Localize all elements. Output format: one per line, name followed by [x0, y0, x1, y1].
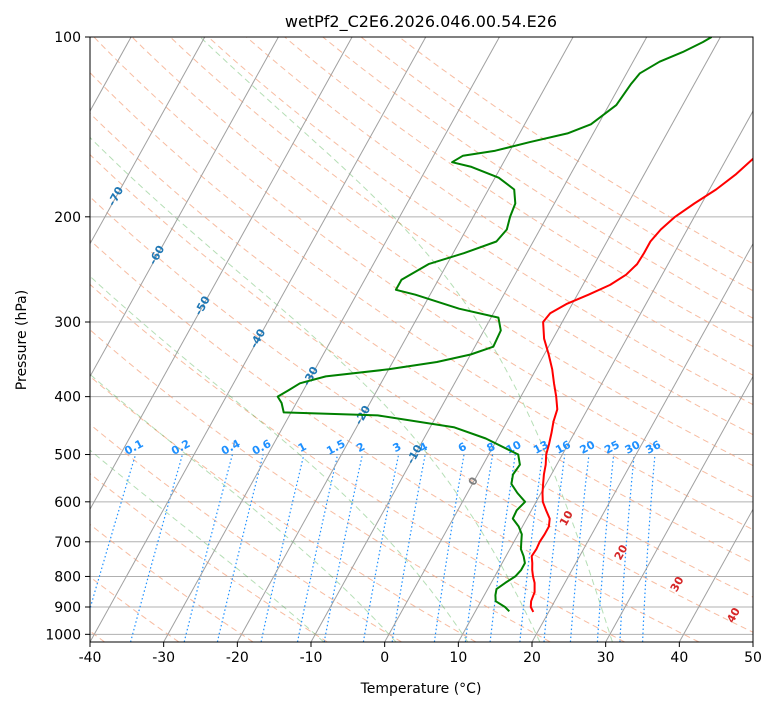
- mixing-ratio-line: [216, 454, 264, 642]
- y-tick-label: 1000: [45, 627, 81, 643]
- dry-adiabat: [90, 473, 328, 642]
- dewpoint-profile-line: [276, 37, 713, 613]
- isotherm-line: [90, 37, 427, 642]
- isotherms: [90, 37, 753, 642]
- mixing-ratio-line: [596, 454, 615, 642]
- dry-adiabats: [90, 37, 753, 642]
- isotherm-line: [163, 37, 500, 642]
- y-tick-label: 500: [54, 448, 81, 464]
- isotherm-line: [457, 110, 753, 642]
- y-tick-label: 800: [54, 569, 81, 585]
- y-axis-label: Pressure (hPa): [14, 290, 30, 390]
- dry-adiabat: [90, 283, 625, 642]
- y-tick-label: 900: [54, 600, 81, 616]
- isotherm-line: [90, 37, 279, 378]
- mixing-ratio-line: [183, 454, 233, 642]
- x-tick-label: -40: [79, 650, 102, 666]
- mixing-ratio-label: 20: [578, 438, 598, 457]
- isotherm-line: [605, 375, 753, 642]
- isotherm-line: [90, 37, 353, 511]
- moist-adiabats: [90, 37, 613, 642]
- x-tick-label: 10: [449, 650, 467, 666]
- moist-adiabat: [90, 136, 541, 642]
- mixing-ratio-label: 10: [504, 438, 524, 457]
- x-axis-label: Temperature (°C): [360, 681, 482, 697]
- x-tick-label: -20: [226, 650, 249, 666]
- axes: -40 -30 -20 -10 0 10 20 30 40 50 100 200 300 400 500 60…: [45, 30, 762, 666]
- moist-adiabat: [90, 373, 397, 642]
- mixing-ratio-label: 16: [553, 438, 573, 457]
- moist-adiabat: [90, 275, 469, 642]
- chart-title: wetPf2_C2E6.2026.046.00.54.E26: [285, 12, 557, 32]
- dry-adiabat: [207, 37, 753, 406]
- dry-adiabat: [169, 37, 753, 436]
- mixing-ratio-line: [519, 454, 544, 642]
- y-tick-label: 700: [54, 535, 81, 551]
- isotherm-line: [531, 242, 753, 642]
- isotherm-line: [310, 37, 648, 642]
- mixing-ratio-line: [260, 454, 305, 642]
- dry-adiabat: [360, 37, 753, 292]
- dry-adiabat: [90, 72, 753, 531]
- y-tick-label: 300: [54, 315, 81, 331]
- mixing-ratio-line: [642, 454, 656, 642]
- x-tick-label: 30: [597, 650, 615, 666]
- mixing-ratio-line: [569, 454, 590, 642]
- dry-adiabat: [90, 239, 700, 642]
- y-tick-label: 400: [54, 390, 81, 406]
- dry-adiabat: [398, 37, 753, 265]
- mixing-ratio-lines: [90, 454, 656, 642]
- moist-adiabat: [199, 37, 613, 642]
- dry-adiabat: [90, 523, 254, 642]
- dry-adiabat: [90, 375, 477, 642]
- isotherm-line: [678, 508, 753, 642]
- mixing-ratio-label: 25: [602, 438, 622, 457]
- dry-adiabat: [90, 329, 551, 642]
- plot-frame: [89, 36, 754, 643]
- x-tick-label: 40: [670, 650, 688, 666]
- mixing-ratio-line: [543, 454, 566, 642]
- x-tick-label: -10: [300, 650, 323, 666]
- x-tick-label: 50: [744, 650, 762, 666]
- dry-adiabat: [90, 112, 753, 564]
- mixing-ratio-line: [619, 454, 635, 642]
- isotherm-line: [90, 37, 206, 245]
- x-tick-label: 20: [523, 650, 541, 666]
- dry-adiabat: [284, 37, 753, 347]
- profile-series: [276, 37, 753, 613]
- y-tick-label: 600: [54, 495, 81, 511]
- dry-adiabat: [90, 153, 753, 598]
- x-tick-label: -30: [152, 650, 175, 666]
- isotherm-line: [384, 37, 721, 642]
- mixing-ratio-label: 36: [643, 438, 663, 457]
- dry-adiabat: [90, 196, 753, 633]
- mixing-ratio-label: 30: [623, 438, 643, 457]
- moist-adiabat: [90, 449, 325, 642]
- dry-adiabat: [246, 37, 753, 376]
- isotherm-line: [236, 37, 574, 642]
- y-tick-label: 200: [54, 210, 81, 226]
- mixing-ratio-line: [130, 454, 183, 642]
- y-tick-label: 100: [54, 30, 81, 46]
- x-tick-label: 0: [380, 650, 389, 666]
- temperature-profile-line: [529, 157, 753, 613]
